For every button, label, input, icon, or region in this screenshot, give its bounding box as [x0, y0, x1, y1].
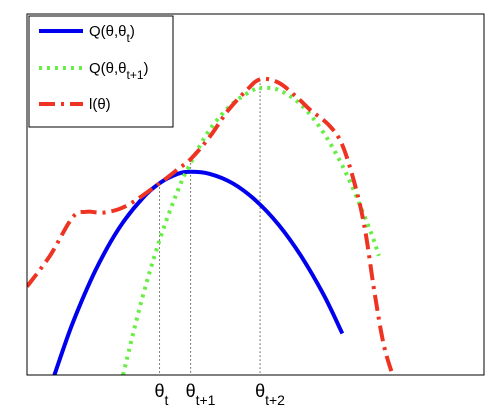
x-tick-labels: θt θt+1 θt+2	[155, 381, 286, 408]
legend: Q(θ,θt) Q(θ,θt+1) l(θ)	[28, 15, 174, 128]
x-tick-label-1: θt+1	[186, 381, 216, 408]
x-tick-label-2: θt+2	[255, 381, 285, 408]
series-layer	[27, 76, 395, 375]
legend-label-0: Q(θ,θt)	[89, 23, 135, 45]
legend-label-1: Q(θ,θt+1)	[89, 60, 149, 82]
legend-label-2: l(θ)	[89, 96, 111, 113]
reference-lines	[159, 79, 261, 375]
series-line-1	[121, 85, 381, 375]
legend-box	[28, 15, 174, 128]
series-line-0	[52, 169, 345, 375]
x-tick-label-0: θt	[155, 381, 169, 408]
plot-area-frame	[26, 13, 485, 376]
